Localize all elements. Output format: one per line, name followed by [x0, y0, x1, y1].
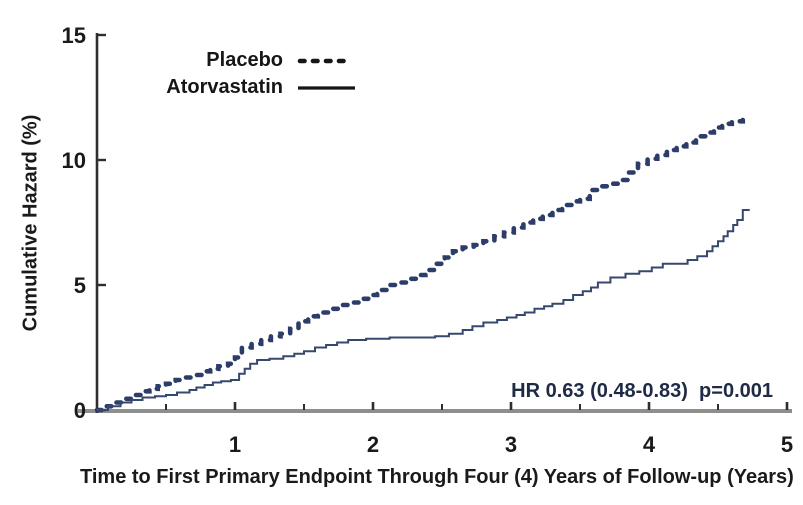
x-tick-label: 2 [367, 432, 379, 457]
legend: Placebo Atorvastatin [150, 47, 356, 101]
solid-line-sample-icon [298, 85, 355, 90]
y-tick-label: 0 [74, 398, 86, 423]
y-tick-label: 15 [62, 23, 86, 48]
y-axis-label: Cumulative Hazard (%) [19, 114, 42, 332]
x-tick-label: 1 [229, 432, 241, 457]
legend-placebo-label: Placebo [206, 49, 283, 71]
x-tick-label: 5 [781, 432, 793, 457]
hazard-ratio-annotation: HR 0.63 (0.48-0.83) p=0.001 [511, 380, 773, 402]
legend-item-placebo: Placebo [150, 47, 356, 74]
curve-placebo [94, 117, 746, 413]
dashed-line-sample-icon [297, 58, 354, 63]
legend-item-atorvastatin: Atorvastatin [150, 74, 356, 101]
y-tick-label: 10 [62, 148, 86, 173]
x-tick-label: 4 [643, 432, 656, 457]
legend-atorvastatin-label: Atorvastatin [166, 76, 283, 98]
x-axis-label: Time to First Primary Endpoint Through F… [80, 466, 794, 488]
x-tick-label: 3 [505, 432, 517, 457]
y-tick-label: 5 [74, 273, 86, 298]
curve-atorvastatin [97, 209, 750, 411]
